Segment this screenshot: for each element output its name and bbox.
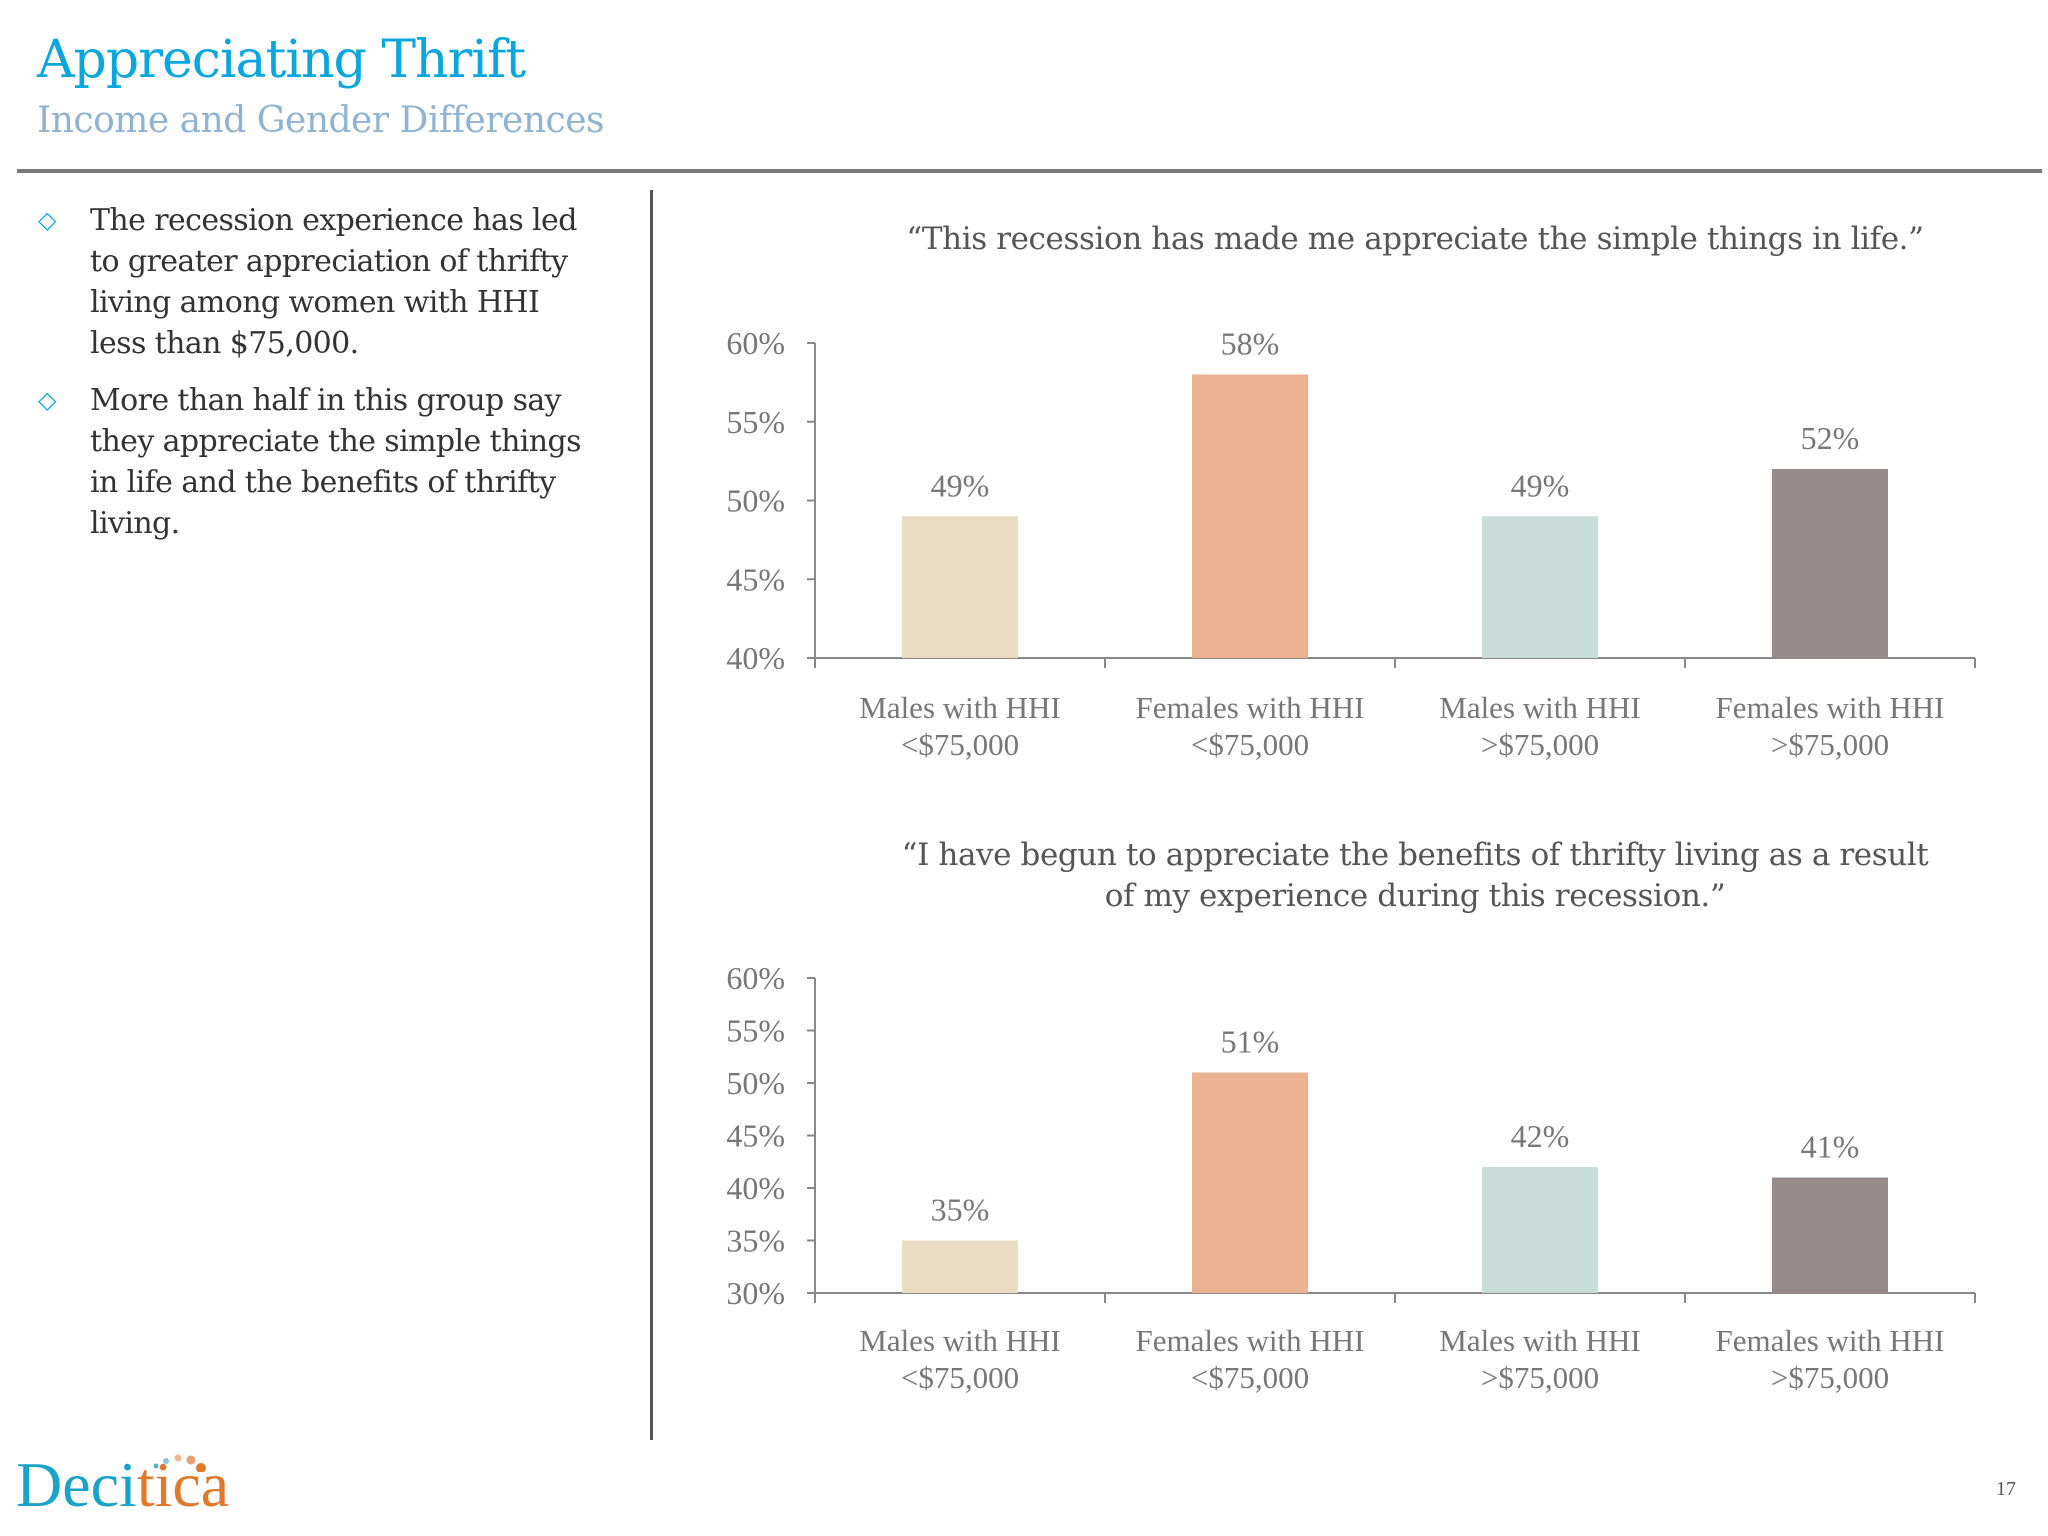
y-tick-label: 45% bbox=[726, 1118, 785, 1154]
x-tick-label: <$75,000 bbox=[901, 727, 1019, 762]
y-tick-label: 55% bbox=[726, 1013, 785, 1049]
bullet-text: More than half in this group say they ap… bbox=[90, 383, 582, 541]
x-tick-label: Females with HHI bbox=[1135, 1323, 1364, 1358]
data-label: 49% bbox=[931, 467, 990, 503]
logo-dots-icon bbox=[153, 1454, 206, 1472]
diamond-bullet-icon: ◇ bbox=[38, 206, 56, 234]
data-label: 51% bbox=[1221, 1024, 1280, 1060]
chart-2-title: “I have begun to appreciate the benefits… bbox=[901, 837, 1929, 914]
data-label: 42% bbox=[1511, 1118, 1570, 1154]
y-tick-label: 60% bbox=[726, 325, 785, 361]
bar bbox=[1482, 1167, 1598, 1293]
bar bbox=[1772, 1177, 1888, 1293]
y-tick-label: 60% bbox=[726, 960, 785, 996]
bar bbox=[902, 516, 1018, 658]
x-tick-label: Males with HHI bbox=[859, 690, 1060, 725]
y-tick-label: 40% bbox=[726, 640, 785, 676]
column-divider bbox=[650, 190, 653, 1440]
x-tick-label: <$75,000 bbox=[901, 1360, 1019, 1395]
y-tick-label: 45% bbox=[726, 561, 785, 597]
bar bbox=[1192, 374, 1308, 658]
data-label: 58% bbox=[1221, 326, 1280, 362]
x-tick-label: <$75,000 bbox=[1191, 1360, 1309, 1395]
x-tick-label: Females with HHI bbox=[1135, 690, 1364, 725]
chart-1-title: “This recession has made me appreciate t… bbox=[906, 221, 1924, 257]
x-tick-label: <$75,000 bbox=[1191, 727, 1309, 762]
y-tick-label: 30% bbox=[726, 1275, 785, 1311]
y-tick-label: 50% bbox=[726, 483, 785, 519]
bar bbox=[1482, 516, 1598, 658]
bar bbox=[1192, 1072, 1308, 1293]
y-tick-label: 50% bbox=[726, 1065, 785, 1101]
y-tick-label: 55% bbox=[726, 404, 785, 440]
y-tick-label: 35% bbox=[726, 1223, 785, 1259]
x-tick-label: >$75,000 bbox=[1481, 727, 1599, 762]
page-number: 17 bbox=[1996, 1478, 2016, 1500]
x-tick-label: >$75,000 bbox=[1481, 1360, 1599, 1395]
decitica-logo: Decitica bbox=[16, 1448, 229, 1522]
diamond-bullet-icon: ◇ bbox=[38, 386, 56, 414]
data-label: 41% bbox=[1801, 1129, 1860, 1165]
x-tick-label: >$75,000 bbox=[1771, 1360, 1889, 1395]
y-tick-label: 40% bbox=[726, 1170, 785, 1206]
x-tick-label: Females with HHI bbox=[1715, 690, 1944, 725]
bullet-list: ◇ The recession experience has led to gre… bbox=[38, 200, 598, 560]
x-tick-label: >$75,000 bbox=[1771, 727, 1889, 762]
x-tick-label: Males with HHI bbox=[1439, 690, 1640, 725]
bullet-item: ◇ More than half in this group say they a… bbox=[38, 380, 598, 544]
x-tick-label: Males with HHI bbox=[859, 1323, 1060, 1358]
header-divider bbox=[17, 169, 2042, 173]
data-label: 35% bbox=[931, 1192, 990, 1228]
bullet-item: ◇ The recession experience has led to gre… bbox=[38, 200, 598, 364]
page-subtitle: Income and Gender Differences bbox=[37, 100, 604, 141]
bar bbox=[902, 1240, 1018, 1293]
x-tick-label: Males with HHI bbox=[1439, 1323, 1640, 1358]
bar bbox=[1772, 469, 1888, 658]
data-label: 49% bbox=[1511, 467, 1570, 503]
page-title: Appreciating Thrift bbox=[37, 30, 526, 90]
bullet-text: The recession experience has led to grea… bbox=[90, 203, 577, 361]
data-label: 52% bbox=[1801, 420, 1860, 456]
x-tick-label: Females with HHI bbox=[1715, 1323, 1944, 1358]
